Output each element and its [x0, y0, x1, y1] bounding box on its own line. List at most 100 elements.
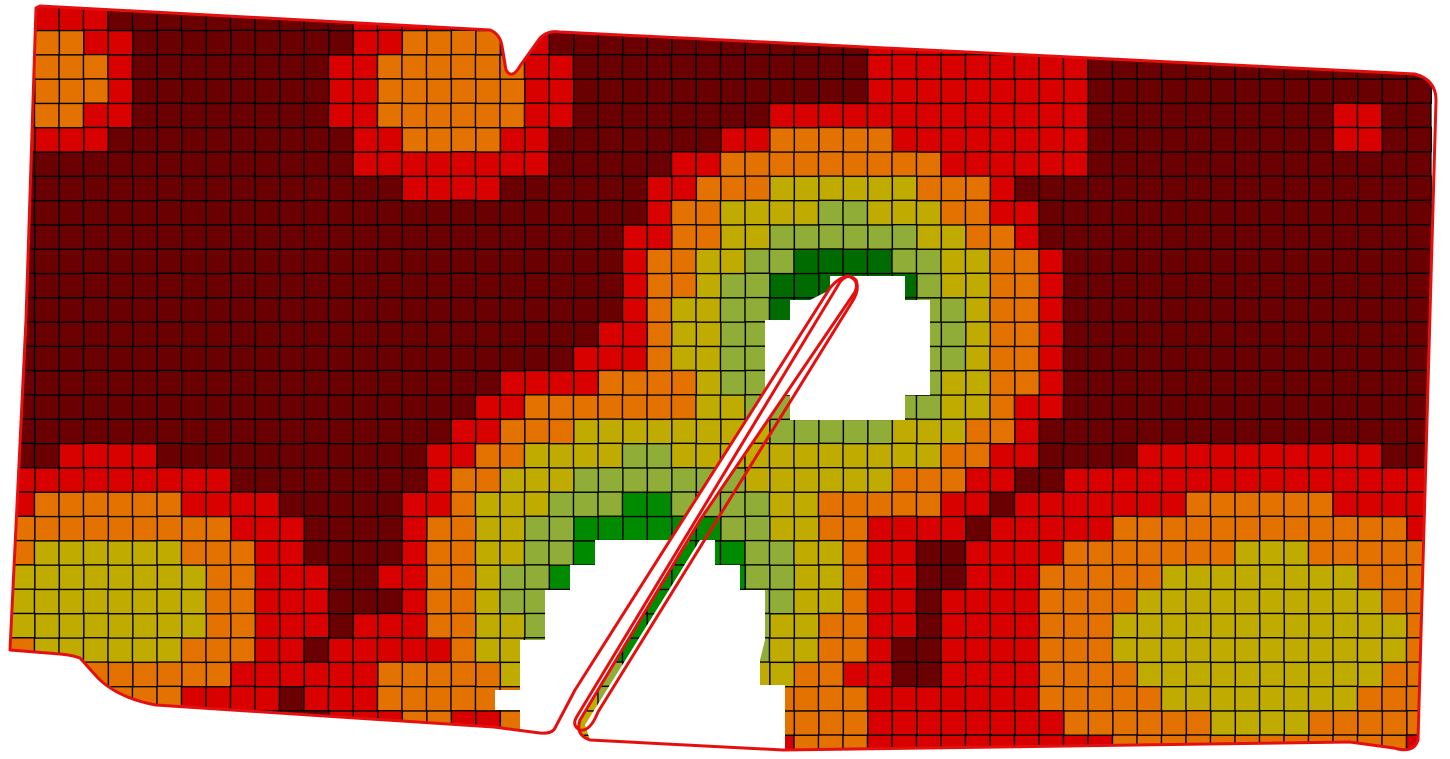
zone-cell-medium-high [940, 370, 967, 396]
zone-cell-very-low [107, 345, 134, 372]
zone-cell-very-low [328, 272, 355, 299]
zone-cell-low [181, 467, 208, 493]
zone-cell-very-low [303, 151, 330, 177]
zone-cell-very-low [180, 54, 207, 80]
zone-cell-very-low [1136, 200, 1163, 226]
zone-cell-medium-high [891, 175, 918, 202]
zone-cell-medium [156, 515, 183, 542]
zone-cell-low [499, 151, 526, 178]
zone-cell-very-low [230, 224, 257, 250]
zone-cell-very-low [1381, 394, 1408, 421]
zone-cell-low [1038, 394, 1065, 420]
zone-cell-medium-high [33, 588, 60, 615]
zone-cell-low [303, 564, 330, 590]
zone-cell-very-low [156, 442, 183, 469]
zone-cell-medium [1038, 564, 1065, 590]
zone-cell-very-low [58, 175, 85, 202]
zone-cell-very-low [82, 151, 109, 177]
zone-cell-medium [1160, 540, 1187, 566]
zone-cell-medium [622, 370, 649, 396]
zone-cell-very-low [328, 613, 355, 639]
zone-cell-medium-high [670, 345, 697, 372]
zone-cell-medium [940, 200, 967, 226]
zone-cell-medium-high [499, 613, 526, 639]
zone-cell-medium-high [1185, 637, 1212, 663]
zone-cell-very-low [156, 151, 183, 177]
zone-cell-very-low [1308, 418, 1335, 445]
zone-cell-medium [1185, 515, 1212, 542]
zone-cell-medium [1087, 686, 1114, 712]
zone-cell-medium [1307, 540, 1334, 566]
zone-cell-low [965, 710, 992, 736]
zone-cell-low [303, 685, 330, 712]
zone-cell-high [744, 564, 771, 590]
zone-cell-very-low [132, 175, 159, 202]
zone-cell-very-low [1185, 175, 1212, 202]
zone-cell-medium-high [107, 564, 134, 591]
zone-cell-very-low [401, 248, 428, 275]
zone-cell-very-low [1136, 151, 1163, 178]
zone-cell-medium [205, 613, 232, 639]
zone-cell-very-low [327, 394, 354, 421]
zone-cell-medium [1014, 370, 1041, 396]
zone-cell-very-low [1234, 297, 1261, 323]
zone-cell-medium [646, 394, 673, 421]
zone-cell-high [769, 564, 796, 591]
zone-cell-low [940, 588, 967, 615]
zone-cell-high [621, 443, 648, 469]
zone-cell-very-low [33, 248, 60, 275]
zone-cell-low [940, 637, 967, 664]
zone-cell-medium-high [1356, 588, 1383, 615]
zone-cell-medium [376, 102, 403, 129]
zone-cell-very-low [1111, 345, 1138, 372]
zone-cell-very-low [474, 345, 501, 372]
zone-cell-low [254, 613, 281, 639]
zone-cell-low [940, 78, 967, 105]
zone-cell-medium [33, 54, 60, 80]
zone-cell-very-low [401, 370, 428, 396]
zone-cell-very-low [376, 199, 403, 226]
zone-cell-low [352, 54, 379, 80]
zone-cell-very-low [646, 127, 673, 153]
zone-cell-very-low [1405, 248, 1432, 274]
zone-cell-very-low [1332, 224, 1359, 250]
zone-cell-medium [1014, 272, 1041, 299]
zone-cell-very-low [1087, 345, 1114, 372]
zone-cell-low [1308, 467, 1335, 493]
zone-cell-very-low [1038, 175, 1065, 202]
zone-cell-very-low [1308, 175, 1335, 202]
zone-cell-medium-high [10, 612, 36, 639]
zone-cell-very-low [450, 248, 477, 274]
zone-cell-low [524, 369, 551, 396]
zone-cell-low [1013, 443, 1040, 469]
zone-cell-very-low [1136, 127, 1163, 153]
zone-cell-low [671, 175, 698, 202]
zone-cell-medium-high [1357, 661, 1384, 688]
zone-cell-low [622, 321, 649, 348]
zone-cell-very-low [769, 78, 796, 105]
zone-cell-medium [572, 394, 599, 421]
zone-cell-very-low [1185, 151, 1212, 177]
zone-cell-low [450, 418, 477, 445]
zone-cell-very-low [181, 175, 208, 202]
zone-cell-very-low [303, 369, 330, 396]
zone-cell-very-low [1111, 102, 1138, 129]
zone-cell-medium [842, 515, 869, 542]
zone-cell-high [744, 491, 771, 517]
zone-cell-very-high [621, 491, 648, 518]
zone-cell-very-low [1136, 102, 1163, 129]
zone-cell-very-low [1112, 369, 1139, 396]
zone-cell-low [965, 661, 992, 688]
zone-cell-medium-high [768, 443, 795, 469]
zone-cell-very-low [254, 29, 281, 56]
zone-cell-very-low [1381, 370, 1408, 396]
zone-cell-medium-high [1259, 710, 1286, 736]
zone-cell-medium-high [132, 564, 159, 591]
zone-cell-very-low [1087, 151, 1114, 178]
zone-cell-very-low [205, 248, 232, 275]
zone-cell-low [107, 467, 134, 493]
zone-cell-medium-high [695, 394, 722, 421]
zone-cell-very-low [1209, 394, 1236, 421]
zone-cell-medium-high [1283, 564, 1310, 591]
zone-cell-low [1087, 467, 1114, 493]
